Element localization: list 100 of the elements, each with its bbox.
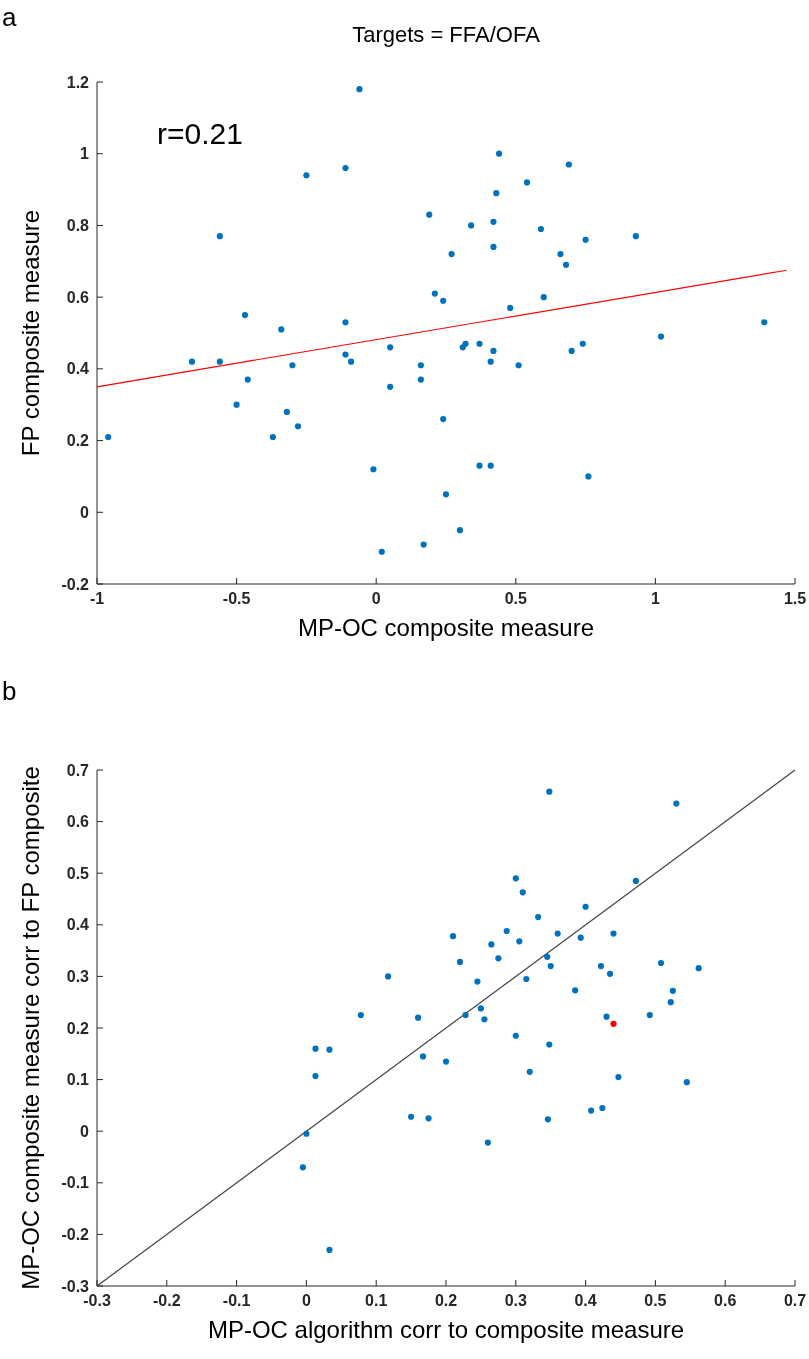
x-axis-title: MP-OC composite measure: [297, 614, 595, 641]
point: [572, 987, 579, 994]
x-tick-label: 0.2: [434, 1292, 458, 1309]
point: [216, 233, 223, 240]
y-tick-label: 0: [80, 1122, 90, 1140]
point: [216, 358, 223, 365]
point: [540, 294, 547, 301]
point: [299, 1164, 306, 1171]
y-tick-label: 0: [80, 503, 90, 521]
point: [462, 340, 469, 347]
point: [476, 462, 483, 469]
point: [557, 251, 564, 258]
x-tick-label: -0.1: [222, 1292, 251, 1309]
point: [370, 466, 377, 473]
point: [440, 415, 447, 423]
y-tick-label: 0.6: [66, 288, 90, 306]
text: b: [2, 676, 17, 706]
y-tick-label: 0.4: [66, 916, 90, 934]
point: [414, 1014, 422, 1021]
x-tick-label: 0.4: [574, 1292, 597, 1309]
point: [493, 190, 500, 197]
point: [387, 344, 394, 351]
point: [420, 541, 427, 548]
point: [646, 1012, 653, 1019]
point: [188, 358, 196, 365]
point: [579, 340, 586, 347]
point: [547, 963, 554, 970]
point: [468, 222, 475, 229]
point: [568, 347, 575, 355]
point: [597, 963, 605, 970]
y-tick-label: 0.5: [66, 864, 90, 882]
point: [419, 1053, 427, 1060]
x-tick-label: 0.5: [504, 590, 528, 607]
point: [546, 788, 553, 795]
point: [448, 251, 455, 258]
point: [488, 941, 495, 948]
point: [476, 340, 483, 347]
point: [233, 401, 240, 408]
point: [487, 358, 494, 365]
point: [585, 473, 592, 480]
point: [312, 1045, 319, 1052]
y-tick-label: 0.7: [66, 761, 90, 779]
point: [565, 161, 572, 168]
point: [241, 311, 249, 319]
point: [582, 903, 589, 910]
x-tick-label: 1.5: [783, 590, 807, 607]
point: [695, 965, 702, 972]
y-tick-label: 0.2: [66, 432, 90, 450]
point: [537, 225, 545, 233]
point: [244, 376, 251, 383]
point: [673, 800, 680, 807]
point: [582, 236, 589, 243]
point: [303, 1130, 310, 1137]
point: [294, 423, 302, 430]
point: [507, 304, 514, 311]
point: [599, 1104, 606, 1112]
y-tick-label: 1.2: [66, 73, 90, 91]
point: [610, 930, 617, 937]
point: [356, 86, 363, 93]
y-tick-label: 0.1: [66, 1071, 90, 1089]
point: [487, 462, 494, 469]
text: a: [2, 2, 17, 32]
point: [490, 243, 497, 251]
point: [442, 1058, 450, 1065]
point: [431, 290, 438, 297]
point: [495, 955, 502, 962]
point: [269, 433, 276, 441]
x-tick-label: -0.5: [222, 590, 251, 607]
x-tick-label: 0: [371, 590, 381, 607]
point: [474, 978, 481, 985]
y-tick-label: -0.2: [61, 1225, 90, 1243]
y-tick-label: -0.1: [61, 1174, 90, 1192]
point: [456, 527, 464, 534]
point: [426, 211, 433, 218]
point: [357, 1012, 364, 1019]
point: [342, 319, 349, 326]
point: [683, 1079, 690, 1086]
point: [477, 1005, 484, 1012]
point: [535, 913, 542, 921]
point: [512, 875, 519, 882]
y-tick-label: 0.3: [66, 967, 90, 985]
point: [105, 433, 112, 441]
x-tick-label: 0.7: [783, 1292, 807, 1309]
point: [449, 933, 457, 940]
y-axis-title: MP-OC composite measure corr to FP composite: [17, 766, 44, 1290]
point: [526, 1068, 533, 1075]
x-tick-label: 0: [301, 1292, 311, 1309]
point: [632, 877, 639, 885]
point: [326, 1046, 333, 1053]
x-tick-label: 0.1: [365, 1292, 388, 1309]
point: [669, 987, 676, 994]
point: [515, 362, 522, 369]
y-tick-label: 0.4: [66, 360, 90, 378]
y-tick-label: 0.6: [66, 813, 90, 831]
y-tick-label: 0.8: [66, 216, 90, 234]
point: [657, 959, 665, 967]
point: [347, 358, 355, 365]
x-tick-label: 0.5: [644, 1292, 667, 1309]
y-axis-title: FP composite measure: [17, 209, 44, 457]
y-tick-label: 1: [80, 145, 90, 163]
